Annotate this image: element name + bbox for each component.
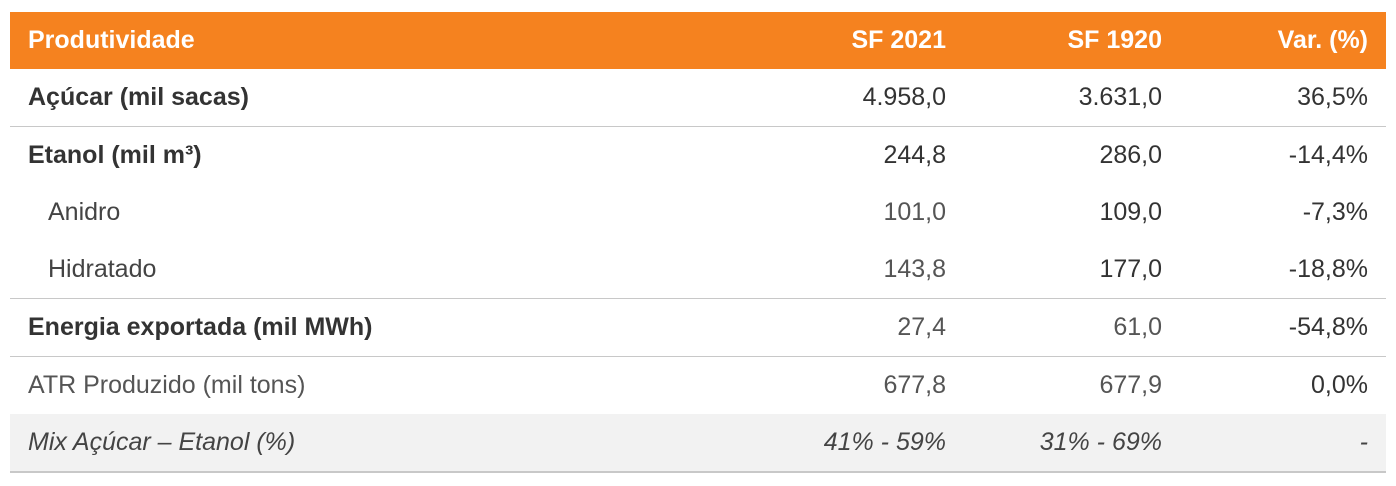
cell: 109,0: [1099, 198, 1162, 226]
cell: 677,9: [1099, 371, 1162, 399]
row-label: Anidro: [48, 198, 121, 226]
row: Anidro 101,0 109,0 -7,3%: [10, 184, 1386, 241]
row-label: ATR Produzido (mil tons): [28, 371, 306, 399]
row: Energia exportada (mil MWh) 27,4 61,0 -5…: [10, 298, 1386, 357]
row-label: Mix Açúcar – Etanol (%): [10, 414, 728, 473]
cell: 244,8: [883, 141, 946, 169]
cell: 36,5%: [1180, 69, 1386, 127]
cell: -14,4%: [1288, 141, 1368, 169]
cell: -: [1180, 414, 1386, 473]
row: Mix Açúcar – Etanol (%) 41% - 59% 31% - …: [10, 414, 1386, 473]
cell: 61,0: [964, 298, 1180, 357]
row: Hidratado 143,8 177,0 -18,8%: [10, 241, 1386, 299]
row-label: Hidratado: [10, 241, 728, 299]
header-row: Produtividade SF 2021 SF 1920 Var. (%): [10, 12, 1386, 69]
header-cell: Produtividade: [10, 12, 728, 69]
cell: -54,8%: [1180, 298, 1386, 357]
cell: 41% - 59%: [728, 414, 964, 473]
row-label: Etanol (mil m³): [28, 141, 202, 169]
cell: 31% - 69%: [964, 414, 1180, 473]
cell: 0,0%: [1311, 371, 1368, 399]
row-label: Açúcar (mil sacas): [10, 69, 728, 127]
cell: 101,0: [883, 198, 946, 226]
cell: 27,4: [728, 298, 964, 357]
row: ATR Produzido (mil tons) 677,8 677,9 0,0…: [10, 357, 1386, 415]
productivity-table: Produtividade SF 2021 SF 1920 Var. (%) A…: [10, 12, 1386, 473]
cell: 3.631,0: [964, 69, 1180, 127]
header-cell: Var. (%): [1180, 12, 1386, 69]
cell: -7,3%: [1302, 198, 1368, 226]
cell: 177,0: [964, 241, 1180, 299]
header-cell: SF 1920: [964, 12, 1180, 69]
header-cell: SF 2021: [728, 12, 964, 69]
cell: 143,8: [728, 241, 964, 299]
row-label: Energia exportada (mil MWh): [10, 298, 728, 357]
row: Etanol (mil m³) 244,8 286,0 -14,4%: [10, 127, 1386, 185]
row: Açúcar (mil sacas) 4.958,0 3.631,0 36,5%: [10, 69, 1386, 127]
cell: 677,8: [883, 371, 946, 399]
cell: 286,0: [1099, 141, 1162, 169]
cell: 4.958,0: [728, 69, 964, 127]
cell: -18,8%: [1180, 241, 1386, 299]
